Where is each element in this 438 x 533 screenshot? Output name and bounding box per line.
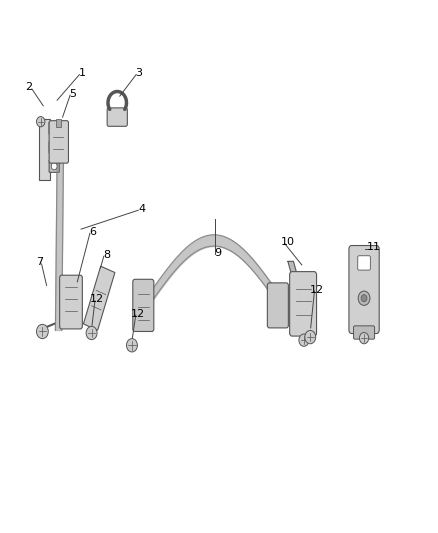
- Text: 2: 2: [25, 83, 32, 92]
- FancyBboxPatch shape: [358, 256, 371, 270]
- FancyBboxPatch shape: [49, 141, 59, 154]
- FancyBboxPatch shape: [107, 108, 127, 126]
- Polygon shape: [83, 266, 115, 330]
- Text: 3: 3: [136, 68, 143, 78]
- FancyBboxPatch shape: [56, 119, 61, 127]
- Text: 12: 12: [131, 309, 145, 319]
- Circle shape: [127, 338, 138, 352]
- Circle shape: [36, 324, 48, 338]
- Text: 9: 9: [215, 248, 222, 257]
- Circle shape: [51, 144, 57, 151]
- FancyBboxPatch shape: [39, 119, 50, 180]
- Circle shape: [36, 117, 45, 127]
- Polygon shape: [56, 160, 64, 330]
- FancyBboxPatch shape: [349, 246, 379, 334]
- Text: 12: 12: [90, 294, 104, 304]
- Polygon shape: [288, 261, 313, 334]
- FancyBboxPatch shape: [49, 160, 59, 172]
- FancyBboxPatch shape: [60, 275, 82, 329]
- Text: 12: 12: [310, 285, 324, 295]
- Text: 4: 4: [139, 204, 146, 214]
- Text: 8: 8: [103, 250, 110, 260]
- Circle shape: [86, 326, 97, 340]
- Text: 10: 10: [280, 237, 294, 247]
- Text: 7: 7: [36, 257, 43, 268]
- FancyBboxPatch shape: [49, 122, 59, 134]
- Circle shape: [305, 330, 316, 344]
- Circle shape: [51, 125, 57, 132]
- FancyBboxPatch shape: [267, 283, 288, 328]
- Circle shape: [358, 291, 370, 305]
- Circle shape: [360, 333, 369, 344]
- Circle shape: [361, 295, 367, 302]
- FancyBboxPatch shape: [353, 326, 374, 339]
- Text: 11: 11: [367, 242, 381, 252]
- FancyBboxPatch shape: [49, 120, 68, 163]
- Circle shape: [51, 163, 57, 170]
- Text: 6: 6: [89, 227, 96, 237]
- Text: 5: 5: [70, 88, 77, 99]
- Circle shape: [299, 334, 309, 346]
- FancyBboxPatch shape: [133, 279, 154, 332]
- Text: 1: 1: [79, 68, 86, 78]
- FancyBboxPatch shape: [290, 272, 317, 336]
